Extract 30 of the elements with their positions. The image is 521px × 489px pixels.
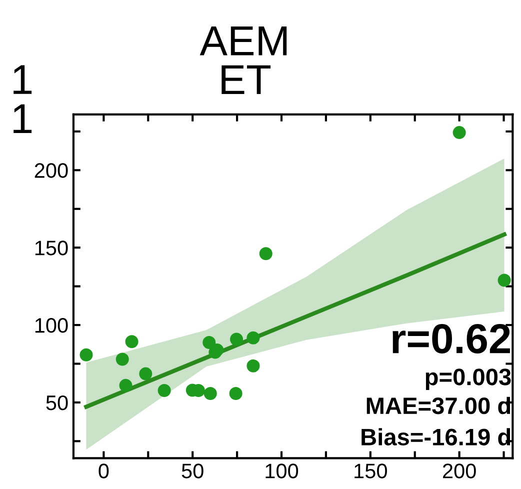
point	[202, 336, 216, 350]
x-tick-label: 100	[266, 464, 298, 478]
text: 1	[14, 65, 32, 94]
point	[139, 367, 152, 380]
point	[259, 247, 272, 260]
text: 1	[14, 104, 32, 134]
point	[229, 386, 242, 400]
x-tick-label: 0	[98, 464, 109, 478]
point	[452, 126, 466, 140]
x-tick-label: 200	[442, 464, 476, 478]
x-tick-label: 150	[354, 464, 387, 478]
annotation: p=0.003	[426, 368, 511, 390]
point	[230, 332, 244, 346]
point	[246, 359, 260, 372]
point	[246, 331, 260, 344]
y-tick-label: 200	[34, 163, 68, 178]
annotation: r=0.62	[392, 324, 510, 354]
annotation: Bias=-16.19 d	[362, 428, 510, 446]
chart-title: AEM ET	[200, 26, 287, 94]
point	[80, 348, 93, 362]
point	[116, 352, 129, 366]
y-tick-label: 100	[35, 318, 68, 333]
point	[158, 384, 171, 398]
point	[498, 274, 511, 287]
y-tick-label: 50	[46, 395, 68, 410]
x-tick-label: 50	[182, 464, 204, 478]
point	[119, 378, 132, 392]
point	[125, 335, 138, 348]
point	[204, 386, 217, 400]
y-tick-label: 150	[35, 240, 68, 256]
